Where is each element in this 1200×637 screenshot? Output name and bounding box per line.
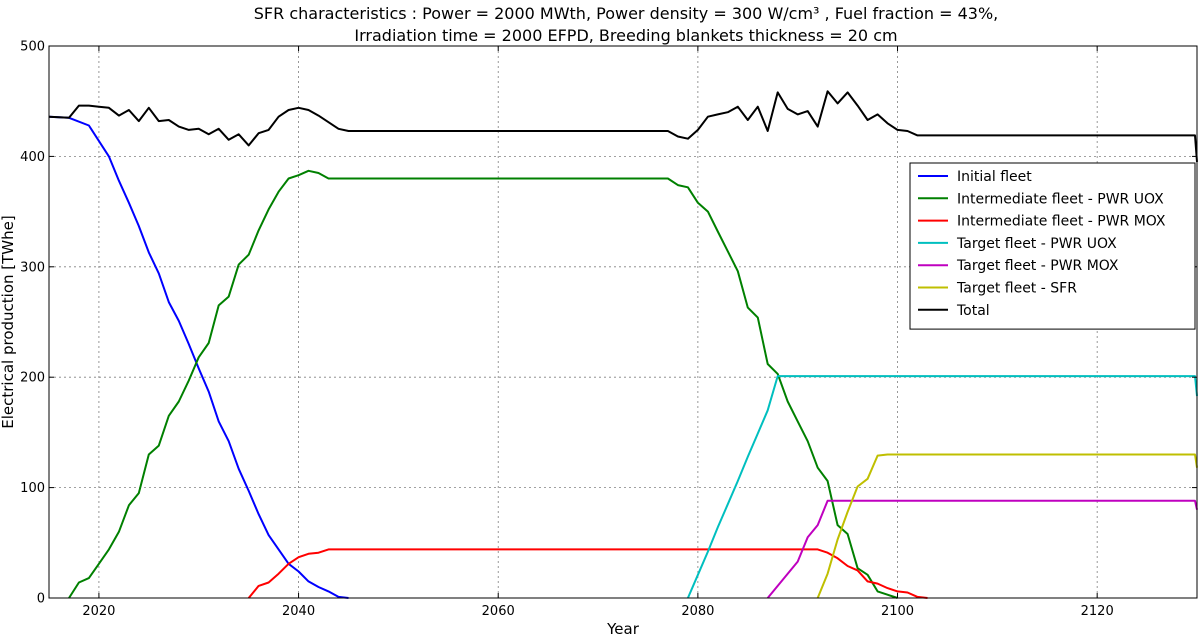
series-layer <box>48 90 1198 599</box>
chart-title-line-2: Irradiation time = 2000 EFPD, Breeding b… <box>354 26 897 45</box>
chart-title: SFR characteristics : Power = 2000 MWth,… <box>254 4 998 45</box>
y-tick-label: 300 <box>20 260 45 275</box>
legend-label: Target fleet - PWR UOX <box>956 236 1117 252</box>
legend-label: Target fleet - PWR MOX <box>956 258 1119 274</box>
legend-label: Intermediate fleet - PWR MOX <box>957 214 1166 230</box>
series-line-intermediate-fleet-pwr-mox <box>247 548 928 599</box>
legend-label: Intermediate fleet - PWR UOX <box>957 191 1164 207</box>
y-tick-label: 100 <box>20 481 45 496</box>
y-tick-label: 500 <box>20 40 45 55</box>
y-tick-label: 200 <box>20 371 45 386</box>
y-tick-label: 0 <box>37 592 45 607</box>
series-line-total <box>48 90 1198 162</box>
x-tick-label: 2040 <box>282 604 315 619</box>
plot-frame <box>48 45 1198 599</box>
axes: 2020 2040 2060 2080 2100 2120 0 100 200 300 400 500 <box>20 40 1197 619</box>
legend-label: Total <box>956 303 990 319</box>
legend: Initial fleet Intermediate fleet - PWR UO… <box>909 162 1196 330</box>
y-axis-label: Electrical production [TWhe] <box>0 215 17 428</box>
chart-title-line-1: SFR characteristics : Power = 2000 MWth,… <box>254 4 998 23</box>
x-tick-label: 2060 <box>482 604 515 619</box>
y-tick-label: 400 <box>20 150 45 165</box>
x-tick-label: 2120 <box>1081 604 1114 619</box>
legend-label: Initial fleet <box>957 169 1032 185</box>
x-tick-label: 2020 <box>82 604 115 619</box>
series-line-target-fleet-pwr-mox <box>766 499 1198 599</box>
x-tick-label: 2080 <box>681 604 714 619</box>
x-axis-label: Year <box>606 620 640 637</box>
series-line-intermediate-fleet-pwr-uox <box>68 169 898 599</box>
x-tick-label: 2100 <box>881 604 914 619</box>
legend-label: Target fleet - SFR <box>956 281 1077 297</box>
series-line-target-fleet-sfr <box>816 453 1198 599</box>
series-line-target-fleet-pwr-uox <box>686 375 1198 599</box>
series-line-initial-fleet <box>48 115 349 599</box>
legend-box <box>909 162 1196 330</box>
